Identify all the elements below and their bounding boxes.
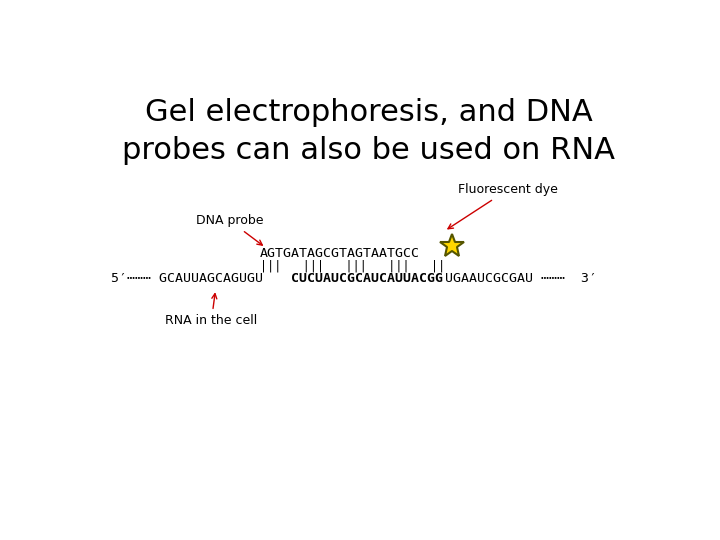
Text: Gel electrophoresis, and DNA
probes can also be used on RNA: Gel electrophoresis, and DNA probes can … bbox=[122, 98, 616, 165]
Text: DNA probe: DNA probe bbox=[196, 214, 264, 245]
Text: 5′⋯⋯⋯ GCAUUAGCAGUGU: 5′⋯⋯⋯ GCAUUAGCAGUGU bbox=[111, 272, 264, 285]
Text: |||   |||   |||   |||   ||: ||| ||| ||| ||| || bbox=[260, 260, 446, 273]
Text: RNA in the cell: RNA in the cell bbox=[166, 294, 258, 327]
Text: AGTGATAGCGTAGTAATGCC: AGTGATAGCGTAGTAATGCC bbox=[260, 247, 420, 260]
Text: Fluorescent dye: Fluorescent dye bbox=[448, 183, 558, 229]
Text: CUCUAUCGCAUCAUUACGG: CUCUAUCGCAUCAUUACGG bbox=[291, 272, 443, 285]
Text: UGAAUCGCGAU ⋯⋯⋯  3′: UGAAUCGCGAU ⋯⋯⋯ 3′ bbox=[445, 272, 597, 285]
